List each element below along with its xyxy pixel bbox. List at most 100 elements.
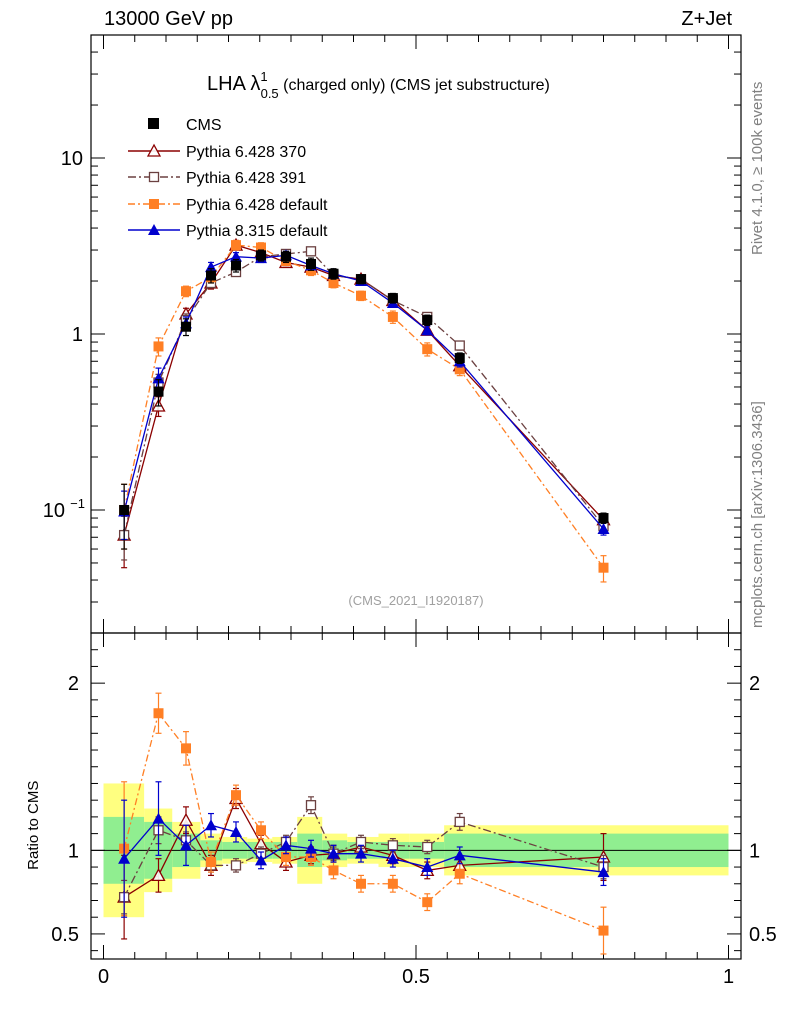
data-marker xyxy=(231,260,241,271)
data-marker xyxy=(231,790,241,801)
data-marker xyxy=(597,522,610,534)
data-marker xyxy=(598,562,609,573)
ratio-frame xyxy=(90,632,742,960)
data-marker xyxy=(598,925,609,936)
data-marker xyxy=(328,865,339,876)
series-line xyxy=(123,250,605,536)
data-marker xyxy=(454,868,465,879)
data-marker xyxy=(181,286,191,297)
data-marker xyxy=(387,293,398,304)
ratio-series-line xyxy=(123,796,604,898)
data-marker xyxy=(206,270,216,281)
data-marker xyxy=(421,861,434,873)
data-marker xyxy=(356,274,366,285)
series-pythia-6-428-391 xyxy=(118,246,609,915)
data-marker xyxy=(256,242,266,253)
x-tick-label: 1 xyxy=(723,966,734,988)
ratio-y-tick-label: 1 xyxy=(68,840,79,862)
data-marker xyxy=(151,868,166,882)
legend-label-cms: CMS xyxy=(186,117,222,134)
data-marker xyxy=(421,324,434,336)
data-marker xyxy=(181,743,191,754)
ratio-y-tick-label-right: 0.5 xyxy=(749,924,777,946)
legend-label: Pythia 6.428 default xyxy=(186,197,328,214)
data-marker xyxy=(328,268,339,279)
data-marker xyxy=(180,839,192,851)
data-marker xyxy=(454,353,465,364)
data-marker xyxy=(230,860,242,871)
labels: 10 1 10 −1 0.5 0.5 1 1 2 2 0 0.5 1 Ratio to CMS LHA λ1… xyxy=(25,69,777,988)
data-marker xyxy=(149,199,159,209)
data-marker xyxy=(281,852,291,863)
data-marker xyxy=(205,261,217,273)
data-marker xyxy=(146,143,162,157)
energy-label: 13000 GeV pp xyxy=(104,8,233,30)
legend-label: Pythia 6.428 370 xyxy=(186,144,306,161)
series-line xyxy=(123,244,605,569)
data-marker xyxy=(306,258,316,269)
data-marker xyxy=(255,854,267,866)
data-marker xyxy=(422,897,433,908)
data-marker xyxy=(422,344,433,355)
data-marker xyxy=(356,878,366,889)
legend-label: Pythia 6.428 391 xyxy=(186,170,306,187)
data-marker xyxy=(231,240,241,251)
data-marker xyxy=(327,847,340,859)
x-tick-label: 0 xyxy=(98,966,109,988)
series-pythia-8-315-default xyxy=(118,249,610,918)
data-marker xyxy=(281,251,291,262)
series-line xyxy=(123,244,604,536)
y-tick-label-1: 1 xyxy=(72,324,83,346)
ratio-y-tick-label: 2 xyxy=(68,673,79,695)
data-marker xyxy=(598,513,609,524)
y-tick-label-10: 10 xyxy=(61,148,83,170)
data-marker xyxy=(387,311,398,322)
data-marker xyxy=(230,825,242,837)
x-tick-label: 0.5 xyxy=(402,966,430,988)
y-tick-label-0.1-exponent: −1 xyxy=(70,496,85,511)
analysis-watermark: (CMS_2021_I1920187) xyxy=(348,593,483,608)
data-marker xyxy=(280,839,292,851)
data-marker xyxy=(119,504,130,515)
data-marker xyxy=(153,708,164,719)
legend: CMS Pythia 6.428 370 Pythia 6.428 391 Pythi… xyxy=(128,117,328,240)
data-marker xyxy=(386,852,399,864)
data-marker xyxy=(148,171,160,183)
data-marker xyxy=(206,857,216,868)
data-marker xyxy=(152,372,165,384)
ratio-uncertainty-bands xyxy=(91,783,741,918)
data-marker xyxy=(181,321,191,332)
data-marker xyxy=(454,340,465,351)
data-marker xyxy=(178,812,194,826)
ratio-y-tick-label-right: 2 xyxy=(749,673,760,695)
ratio-y-tick-label: 0.5 xyxy=(51,924,79,946)
data-marker xyxy=(356,290,366,301)
data-marker xyxy=(328,277,339,288)
data-marker xyxy=(148,224,160,235)
data-marker xyxy=(152,812,165,824)
ratio-series-line xyxy=(123,817,604,873)
legend-label: Pythia 8.315 default xyxy=(186,223,328,240)
ratio-series-line xyxy=(123,803,604,898)
data-marker xyxy=(422,841,433,853)
data-marker xyxy=(387,878,398,889)
data-marker xyxy=(355,847,367,859)
plot-title: LHA λ1 0.5 (charged only) (CMS jet substr… xyxy=(207,69,550,101)
data-marker xyxy=(454,364,465,375)
series-layer xyxy=(117,237,611,955)
ratio-axis-label: Ratio to CMS xyxy=(25,781,42,870)
data-marker xyxy=(454,816,465,828)
ratio-y-tick-label-right: 1 xyxy=(749,840,760,862)
data-marker xyxy=(305,842,317,854)
legend-marker-cms xyxy=(148,118,159,129)
y-tick-label-0.1: 10 xyxy=(43,500,65,522)
data-marker xyxy=(205,819,217,831)
data-marker xyxy=(597,866,610,878)
data-marker xyxy=(305,246,317,257)
data-marker xyxy=(153,386,164,397)
process-label: Z+Jet xyxy=(681,8,732,30)
data-marker xyxy=(305,800,317,811)
data-marker xyxy=(153,341,164,352)
series-cms-data xyxy=(119,249,609,550)
